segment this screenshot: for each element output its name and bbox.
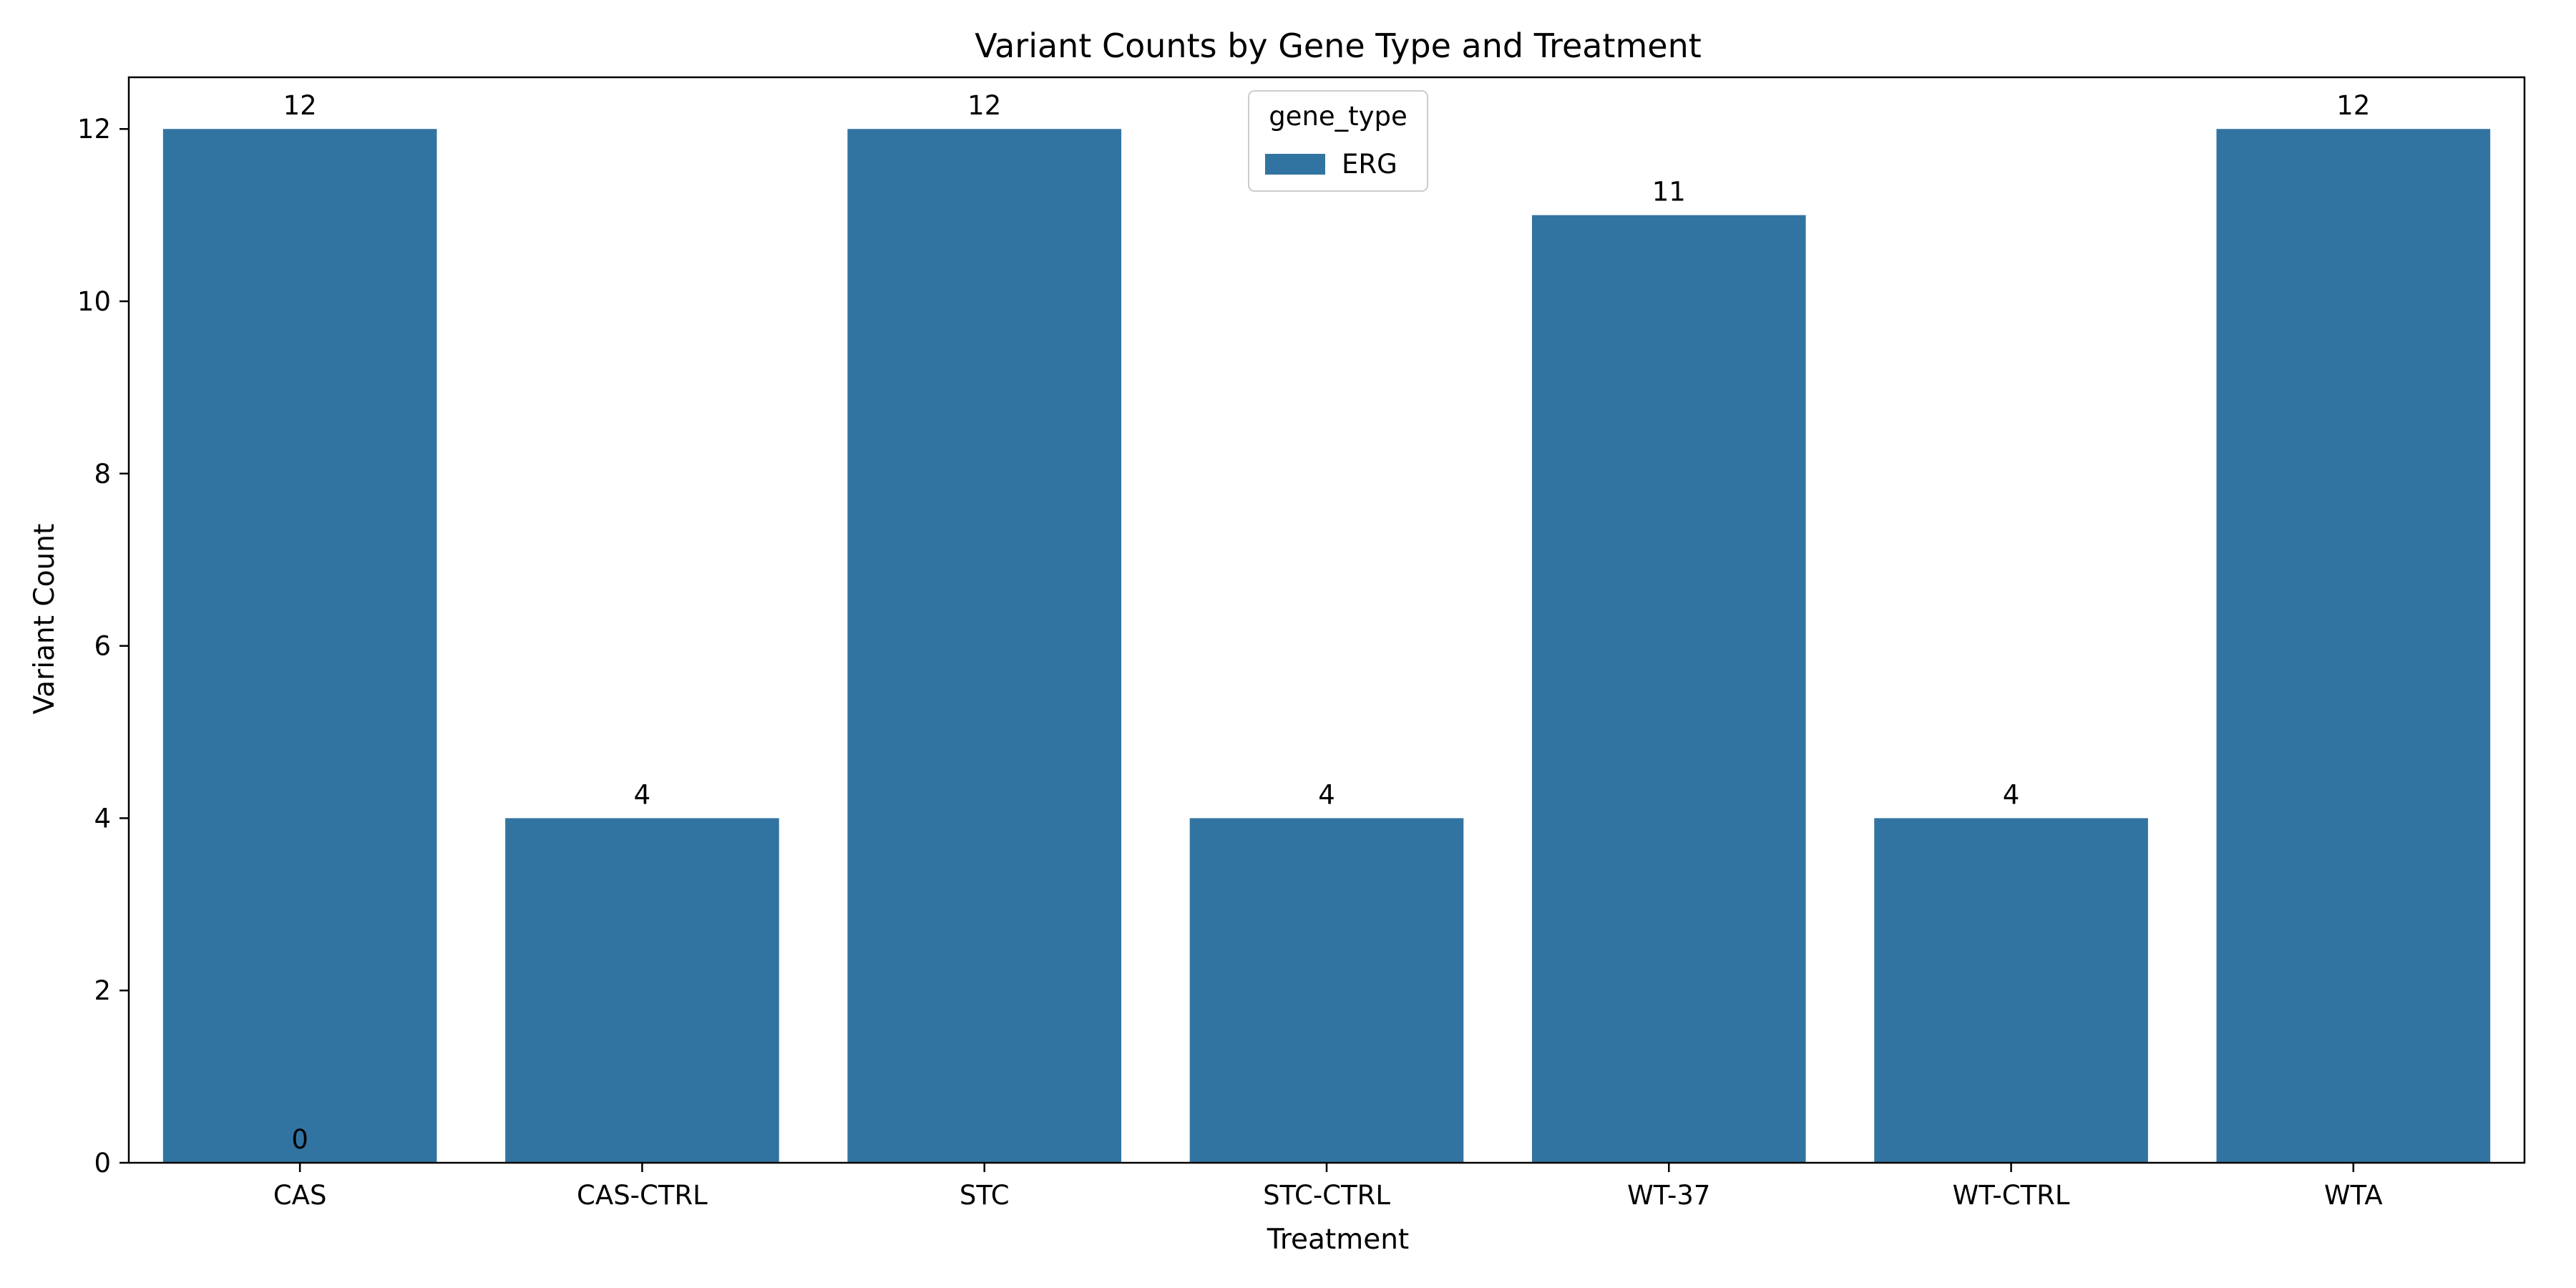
y-tick-label-6: 6 [94, 631, 111, 662]
x-axis-ticks: CAS CAS-CTRL STC STC-CTRL WT-37 WT-CTRL WTA [273, 1163, 2383, 1211]
x-tick-label-stc: STC [960, 1180, 1010, 1211]
bar-wta [2216, 129, 2491, 1163]
bar-stc-ctrl [1189, 818, 1464, 1163]
x-tick-label-wt-ctrl: WT-CTRL [1953, 1180, 2070, 1211]
x-tick-label-wt-37: WT-37 [1627, 1180, 1710, 1211]
bar-wt-37 [1531, 215, 1806, 1163]
data-label-wt-ctrl: 4 [2003, 779, 2020, 810]
y-axis-ticks: 0 2 4 6 8 10 12 [77, 114, 129, 1179]
legend: gene_type ERG [1248, 90, 1428, 192]
y-axis-label: Variant Count [29, 524, 61, 715]
y-tick-label-8: 8 [94, 459, 111, 489]
annotation-zero: 0 [291, 1124, 308, 1155]
bar-wt-ctrl [1874, 818, 2148, 1163]
x-tick-label-wta: WTA [2324, 1180, 2383, 1211]
x-tick-label-stc-ctrl: STC-CTRL [1263, 1180, 1390, 1211]
y-tick-label-10: 10 [77, 286, 111, 317]
bars-group [162, 129, 2491, 1163]
y-tick-label-12: 12 [77, 114, 111, 145]
data-label-wt-37: 11 [1652, 177, 1686, 208]
legend-label-erg: ERG [1342, 149, 1397, 180]
data-label-stc: 12 [967, 90, 1001, 121]
x-axis-label: Treatment [1267, 1224, 1409, 1256]
y-tick-label-2: 2 [94, 975, 111, 1006]
data-label-wta: 12 [2336, 90, 2370, 121]
data-label-stc-ctrl: 4 [1318, 779, 1335, 810]
x-tick-label-cas-ctrl: CAS-CTRL [577, 1180, 708, 1211]
bar-cas [162, 129, 437, 1163]
x-tick-label-cas: CAS [273, 1180, 327, 1211]
bar-cas-ctrl [505, 818, 779, 1163]
data-label-cas: 12 [283, 90, 317, 121]
legend-swatch-erg [1265, 154, 1325, 175]
y-tick-label-0: 0 [94, 1148, 111, 1179]
bar-stc [847, 129, 1122, 1163]
y-tick-label-4: 4 [94, 803, 111, 834]
legend-title: gene_type [1269, 101, 1407, 132]
plot-area: 12 4 12 4 11 4 12 0 0 2 4 6 8 10 12 CAS CAS-CTRL STC STC… [77, 76, 2526, 1211]
bar-labels-group: 12 4 12 4 11 4 12 0 [283, 90, 2371, 1155]
data-label-cas-ctrl: 4 [634, 779, 651, 810]
chart-title: Variant Counts by Gene Type and Treatmen… [975, 26, 1702, 65]
